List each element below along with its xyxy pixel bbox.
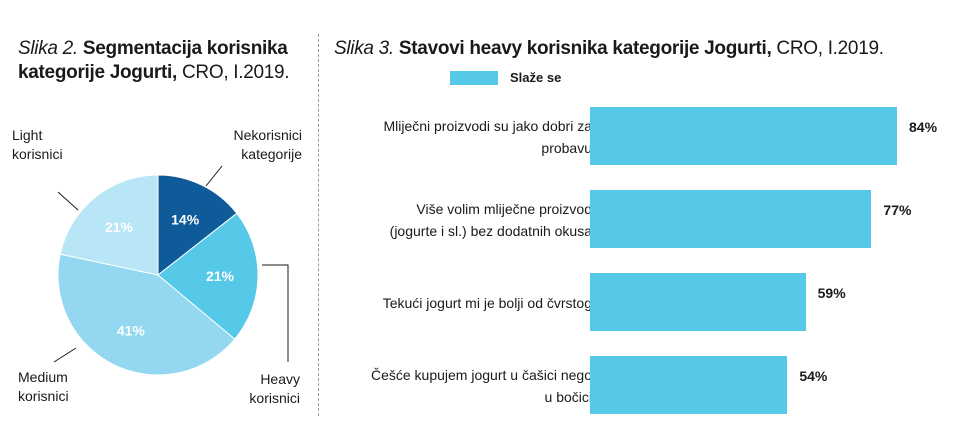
- figure3-title-tail: CRO, I.2019.: [776, 38, 884, 59]
- bar-category-label-line: probavu: [541, 140, 592, 156]
- bar-category-label: Tekući jogurt mi je bolji od čvrstog: [342, 292, 592, 314]
- legend-swatch: [450, 71, 498, 85]
- pie-slice-pct-1: 21%: [206, 268, 235, 284]
- pie-label-light-line1: Light: [12, 127, 43, 143]
- pie-label-light: Light korisnici: [12, 126, 63, 164]
- bar-category-label-line: Više volim mliječne proizvod: [416, 201, 592, 217]
- bar-category-label: Više volim mliječne proizvod (jogurte i s…: [342, 198, 592, 242]
- pie-label-heavy-line2: korisnici: [249, 390, 300, 406]
- figure2-title-tail: CRO, I.2019.: [182, 62, 290, 83]
- pie-label-light-line2: korisnici: [12, 146, 63, 162]
- figure3-title-main: Stavovi heavy korisnika kategorije Jogur…: [398, 38, 772, 59]
- bar-value-label: 54%: [799, 368, 828, 384]
- bar-category-label-line: (jogurte i sl.) bez dodatnih okusa: [389, 223, 592, 239]
- bar-value-label: 77%: [883, 202, 912, 218]
- bar: [590, 356, 788, 414]
- pie-slice-pct-0: 14%: [171, 211, 200, 227]
- pie-label-heavy-line1: Heavy: [260, 371, 300, 387]
- pie-label-nekorisnici-line2: kategorije: [241, 146, 302, 162]
- bar-category-label-line: Češće kupujem jogurt u čašici nego: [370, 367, 592, 383]
- pie-label-medium: Medium korisnici: [18, 368, 69, 406]
- pie-slice-pct-3: 21%: [105, 219, 134, 235]
- pie-slice-3: [59, 174, 159, 276]
- panel-divider: [318, 34, 319, 416]
- pie-slice-0: [157, 174, 238, 277]
- pie-label-nekorisnici-line1: Nekorisnici: [233, 127, 302, 143]
- bar: [590, 190, 872, 248]
- bar: [590, 107, 897, 165]
- legend-label: Slaže se: [510, 70, 562, 85]
- pie-slice-1: [157, 212, 259, 340]
- pie-label-nekorisnici: Nekorisnici kategorije: [232, 126, 302, 164]
- bar-category-label-line: Tekući jogurt mi je bolji od čvrstog: [382, 295, 592, 311]
- bar-category-label-line: u bočici: [544, 389, 592, 405]
- figure2-title: Slika 2. Segmentacija korisnika kategori…: [18, 37, 308, 85]
- bar: [590, 273, 806, 331]
- pie-slice-2: [57, 253, 236, 376]
- pie-label-heavy: Heavy korisnici: [238, 370, 300, 408]
- figure2-title-main: Segmentacija korisnika kategorije Jogurt…: [18, 38, 288, 83]
- bar-value-label: 84%: [909, 119, 938, 135]
- attitudes-panel: Slika 3. Stavovi heavy korisnika kategor…: [320, 0, 960, 433]
- segmentation-panel: Slika 2. Segmentacija korisnika kategori…: [0, 0, 320, 433]
- bar-category-label-line: Mliječni proizvodi su jako dobri za: [383, 118, 592, 134]
- segmentation-pie-chart: 14% 21% 41% 21%: [53, 165, 289, 376]
- figure3-title-lead: Slika 3.: [334, 38, 394, 59]
- bar-category-label: Češće kupujem jogurt u čašici nego u boči…: [342, 364, 592, 408]
- figure3-title: Slika 3. Stavovi heavy korisnika kategor…: [334, 37, 954, 61]
- pie-slice-pct-2: 41%: [117, 323, 146, 339]
- pie-label-medium-line2: korisnici: [18, 388, 69, 404]
- bar-value-label: 59%: [817, 285, 846, 301]
- bar-category-label: Mliječni proizvodi su jako dobri za proba…: [342, 115, 592, 159]
- figure2-title-lead: Slika 2.: [18, 38, 78, 59]
- pie-label-medium-line1: Medium: [18, 369, 68, 385]
